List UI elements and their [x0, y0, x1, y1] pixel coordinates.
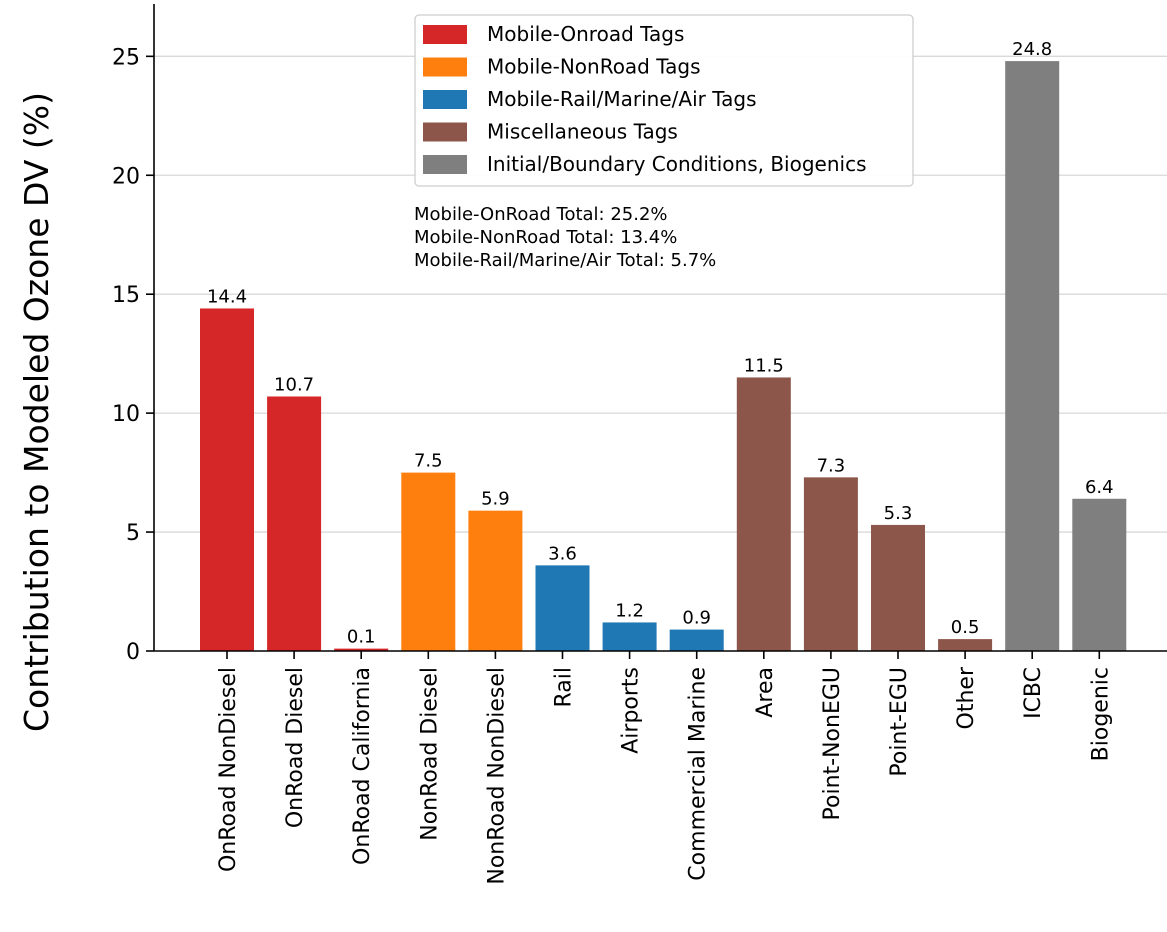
legend-label: Mobile-NonRoad Tags [487, 55, 701, 79]
legend-swatch [423, 155, 467, 174]
bar-value-label: 14.4 [207, 286, 247, 307]
bar [602, 622, 657, 651]
bar-value-label: 5.3 [884, 503, 913, 524]
y-ticks: 0 5 10 15 20 25 [112, 45, 154, 665]
legend-label: Initial/Boundary Conditions, Biogenics [487, 152, 867, 176]
bar-value-label: 24.8 [1012, 39, 1052, 60]
x-tick-label: Rail [552, 667, 577, 708]
bar-value-label: 6.4 [1085, 477, 1114, 498]
x-tick-label: Commercial Marine [686, 667, 711, 881]
y-tick-label: 10 [112, 402, 140, 427]
legend-swatch [423, 25, 467, 44]
annotations: Mobile-OnRoad Total: 25.2%Mobile-NonRoad… [414, 204, 716, 271]
x-tick-label: Other [954, 666, 979, 729]
x-tick-label: Area [753, 667, 778, 718]
y-tick-label: 15 [112, 283, 140, 308]
bar [1072, 498, 1127, 651]
bar [401, 472, 456, 651]
bar [468, 510, 523, 651]
x-tick-label: OnRoad Diesel [283, 667, 308, 828]
bar [535, 565, 590, 651]
bars [200, 61, 1127, 651]
x-ticks: OnRoad NonDiesel OnRoad Diesel OnRoad Cali… [216, 651, 1113, 885]
legend-swatch [423, 122, 467, 142]
x-tick-label: Airports [619, 667, 644, 754]
y-axis-label: Contribution to Modeled Ozone DV (%) [17, 92, 56, 732]
bar-value-label: 11.5 [744, 355, 784, 376]
x-tick-label: NonRoad NonDiesel [484, 667, 509, 885]
bar [803, 477, 858, 651]
legend: Mobile-Onroad Tags Mobile-NonRoad Tags Mob… [414, 14, 914, 187]
y-tick-label: 25 [112, 45, 140, 70]
bar-value-label: 3.6 [548, 543, 577, 564]
y-tick-label: 5 [126, 521, 140, 546]
x-tick-label: Biogenic [1088, 667, 1113, 761]
bar-value-label: 1.2 [615, 600, 644, 621]
bar [334, 648, 389, 651]
axes [153, 4, 1167, 652]
bar [200, 308, 254, 651]
bar-value-label: 0.5 [951, 617, 980, 638]
x-tick-label: OnRoad NonDiesel [216, 667, 241, 872]
x-tick-label: OnRoad California [350, 667, 375, 865]
annotation-text: Mobile-Rail/Marine/Air Total: 5.7% [414, 250, 716, 271]
legend-box [414, 14, 914, 187]
annotation-text: Mobile-NonRoad Total: 13.4% [414, 227, 677, 248]
y-tick-label: 0 [126, 640, 140, 665]
bar-value-label: 10.7 [274, 374, 314, 395]
y-tick-label: 20 [112, 164, 140, 189]
x-tick-label: Point-NonEGU [820, 667, 845, 820]
bar-value-label: 7.5 [414, 451, 443, 472]
bar [669, 629, 724, 651]
bar [871, 524, 925, 651]
legend-label: Mobile-Onroad Tags [487, 22, 684, 46]
bar [736, 377, 791, 651]
x-tick-label: NonRoad Diesel [417, 667, 442, 841]
bar-value-labels: 14.4 10.7 0.1 7.5 5.9 3.6 1.2 0.9 11.5 7.3 5.3 0.5 2… [207, 39, 1114, 648]
legend-label: Miscellaneous Tags [487, 120, 678, 144]
bar [938, 639, 993, 651]
bar-value-label: 0.9 [682, 608, 711, 629]
bar-value-label: 7.3 [817, 455, 846, 476]
bar [1005, 61, 1060, 651]
legend-label: Mobile-Rail/Marine/Air Tags [487, 87, 757, 111]
bar [267, 396, 322, 651]
bar-value-label: 5.9 [481, 489, 510, 510]
x-tick-label: Point-EGU [887, 667, 912, 777]
x-tick-label: ICBC [1021, 667, 1046, 719]
bar-value-label: 0.1 [347, 627, 376, 648]
legend-swatch [423, 90, 467, 109]
annotation-text: Mobile-OnRoad Total: 25.2% [414, 204, 668, 225]
legend-swatch [423, 57, 467, 77]
